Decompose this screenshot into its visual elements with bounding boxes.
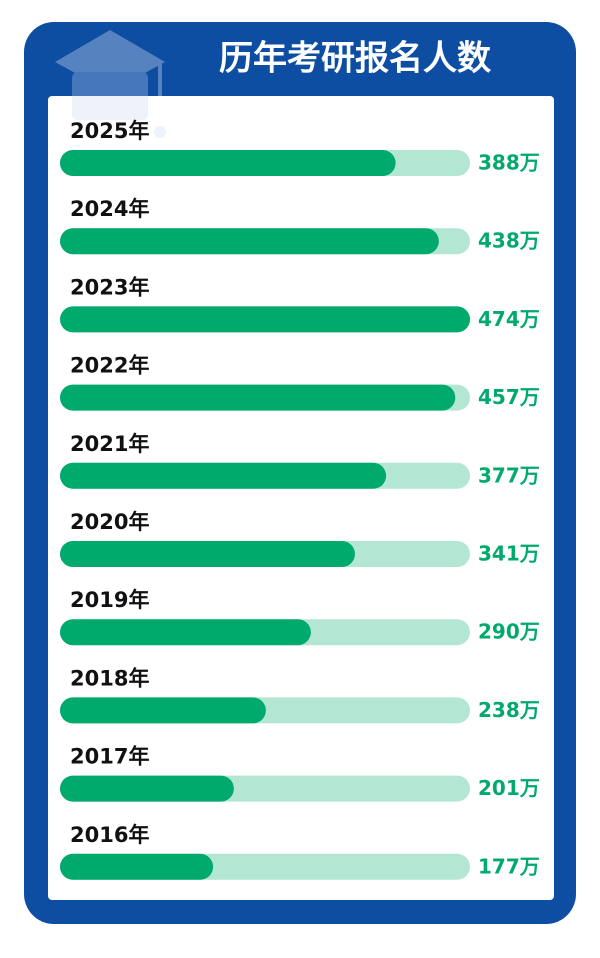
bar [60, 150, 396, 176]
category-label: 2023年 [70, 275, 149, 299]
value-label: 238万 [478, 698, 540, 722]
category-label: 2018年 [70, 666, 149, 690]
category-label: 2017年 [70, 745, 149, 769]
value-label: 290万 [478, 620, 540, 644]
bar [60, 619, 311, 646]
category-label: 2022年 [70, 354, 149, 378]
bar [60, 228, 439, 255]
bar [60, 462, 387, 489]
value-label: 438万 [478, 229, 540, 253]
category-label: 2024年 [70, 197, 149, 221]
category-label: 2020年 [70, 510, 149, 534]
value-label: 341万 [478, 542, 540, 566]
value-label: 474万 [478, 307, 540, 331]
bar [60, 697, 266, 724]
bar [60, 384, 456, 411]
bar [60, 853, 214, 880]
bar [60, 306, 470, 333]
value-label: 201万 [478, 776, 540, 800]
value-label: 457万 [478, 385, 540, 409]
value-label: 388万 [478, 151, 540, 175]
cap-icon [55, 30, 166, 138]
category-label: 2019年 [70, 588, 149, 612]
value-label: 177万 [478, 854, 540, 878]
bar [60, 775, 234, 802]
category-label: 2025年 [70, 119, 149, 143]
value-label: 377万 [478, 463, 540, 487]
chart-title: 历年考研报名人数 [219, 39, 491, 79]
category-label: 2016年 [70, 823, 149, 847]
bar [60, 541, 355, 567]
category-label: 2021年 [70, 432, 149, 456]
